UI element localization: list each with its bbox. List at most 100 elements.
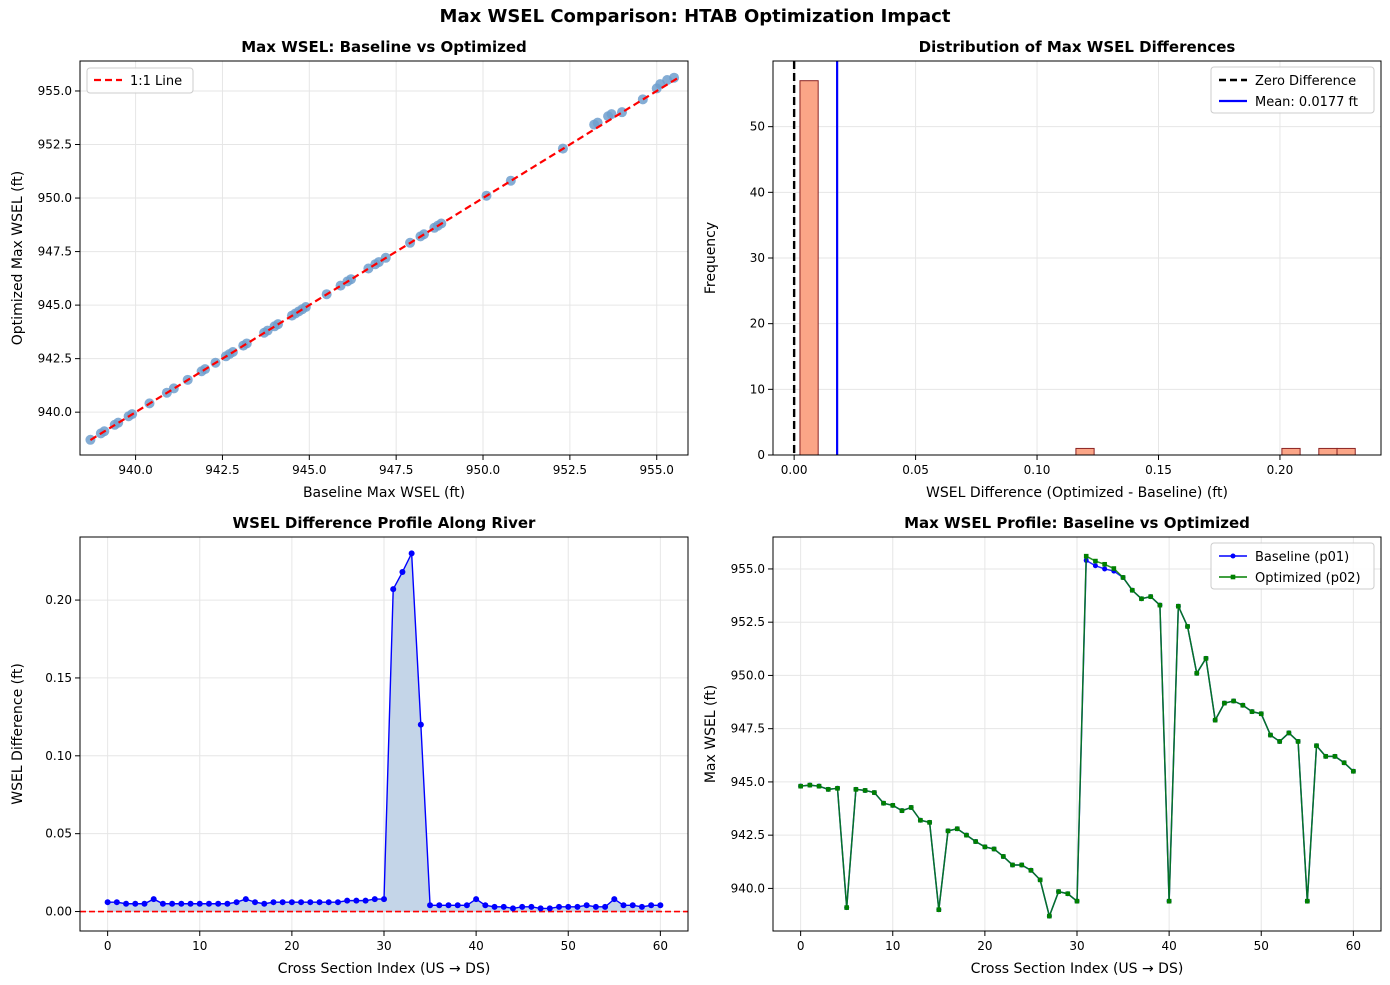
legend-label: Optimized (p02)	[1255, 571, 1361, 586]
optimized-point	[872, 790, 877, 795]
optimized-point	[899, 808, 905, 813]
legend-label: Baseline (p01)	[1255, 550, 1349, 565]
optimized-point	[1120, 575, 1126, 580]
optimized-point	[881, 800, 886, 806]
y-tick-label: 0.00	[45, 905, 72, 919]
optimized-point	[1111, 566, 1117, 571]
optimized-point	[1176, 603, 1181, 609]
optimized-point	[908, 805, 914, 810]
x-tick-label: 20	[977, 939, 992, 953]
difference-point	[629, 902, 636, 909]
difference-point	[242, 896, 249, 903]
x-tick-label: 10	[192, 939, 207, 953]
optimized-point	[1093, 558, 1098, 564]
optimized-point	[1129, 587, 1135, 593]
difference-point	[353, 897, 360, 904]
optimized-point	[825, 787, 831, 792]
x-tick-label: 0.10	[1024, 463, 1051, 477]
optimized-point	[1019, 862, 1025, 868]
optimized-point	[1139, 596, 1144, 602]
difference-point	[362, 897, 369, 904]
optimized-point	[1194, 671, 1200, 676]
chart-title: Max WSEL Profile: Baseline vs Optimized	[904, 514, 1250, 532]
difference-point	[592, 903, 599, 910]
x-tick-label: 0	[797, 939, 805, 953]
x-axis-label: WSEL Difference (Optimized - Baseline) (…	[926, 485, 1228, 501]
optimized-point	[936, 907, 942, 913]
axes-frame	[79, 536, 689, 932]
y-tick-label: 20	[750, 317, 765, 331]
y-axis-label: Max WSEL (ft)	[703, 685, 719, 783]
x-tick-label: 947.5	[379, 463, 413, 477]
legend-label: Mean: 0.0177 ft	[1255, 95, 1358, 110]
y-axis-label: WSEL Difference (ft)	[10, 663, 26, 805]
difference-point	[602, 903, 609, 910]
difference-point	[371, 896, 378, 903]
difference-point	[509, 905, 516, 912]
optimized-point	[816, 783, 822, 789]
difference-point	[556, 903, 563, 910]
optimized-point	[1083, 553, 1089, 559]
difference-point	[141, 900, 148, 907]
difference-point	[482, 902, 489, 909]
difference-point	[233, 899, 240, 906]
x-tick-label: 945.0	[292, 463, 326, 477]
y-tick-label: 50	[750, 120, 765, 134]
y-tick-label: 0	[757, 448, 765, 462]
difference-point	[344, 897, 351, 904]
optimized-point	[973, 839, 978, 844]
difference-point	[463, 902, 470, 909]
difference-point	[132, 900, 139, 907]
y-tick-label: 952.5	[38, 138, 72, 152]
x-tick-label: 940.0	[118, 463, 152, 477]
optimized-point	[1351, 768, 1356, 774]
difference-point	[399, 569, 406, 576]
y-tick-label: 945.0	[731, 775, 765, 789]
difference-point	[150, 896, 157, 903]
optimized-point	[1102, 561, 1107, 567]
optimized-point	[890, 803, 896, 808]
chart-title: WSEL Difference Profile Along River	[233, 514, 537, 532]
y-tick-label: 30	[750, 251, 765, 265]
x-tick-label: 0.00	[781, 463, 808, 477]
optimized-point	[835, 786, 840, 791]
y-axis-label: Frequency	[703, 222, 719, 294]
optimized-point	[1001, 854, 1006, 859]
y-tick-label: 0.20	[45, 593, 72, 607]
y-tick-label: 0.10	[45, 749, 72, 763]
optimized-point	[862, 788, 868, 793]
optimized-point	[1295, 739, 1301, 744]
y-tick-label: 0.15	[45, 671, 72, 685]
difference-point	[454, 902, 461, 909]
x-tick-label: 0	[104, 939, 112, 953]
legend-box	[1210, 66, 1375, 114]
optimized-point	[1148, 594, 1153, 599]
difference-point	[500, 903, 507, 910]
optimized-point	[1222, 700, 1227, 706]
scatter-point	[669, 72, 680, 83]
optimized-point	[1166, 898, 1172, 904]
optimized-point	[1056, 889, 1061, 894]
optimized-point	[918, 817, 923, 823]
y-tick-label: 950.0	[731, 668, 765, 682]
optimized-point	[945, 828, 951, 834]
one-to-one-line	[89, 77, 679, 441]
y-tick-label: 940.0	[731, 881, 765, 895]
optimized-point	[1074, 898, 1080, 904]
x-tick-label: 60	[653, 939, 668, 953]
difference-point	[270, 899, 277, 906]
difference-point	[491, 903, 498, 910]
difference-point	[546, 905, 553, 912]
optimized-point	[964, 832, 969, 838]
x-tick-label: 50	[561, 939, 576, 953]
y-tick-label: 955.0	[731, 562, 765, 576]
optimized-point	[1212, 717, 1218, 723]
x-axis-label: Cross Section Index (US → DS)	[278, 961, 491, 977]
optimized-point	[927, 820, 932, 825]
difference-point	[638, 903, 645, 910]
optimized-point	[1037, 877, 1043, 883]
difference-point	[187, 900, 194, 907]
x-tick-label: 0.20	[1267, 463, 1294, 477]
